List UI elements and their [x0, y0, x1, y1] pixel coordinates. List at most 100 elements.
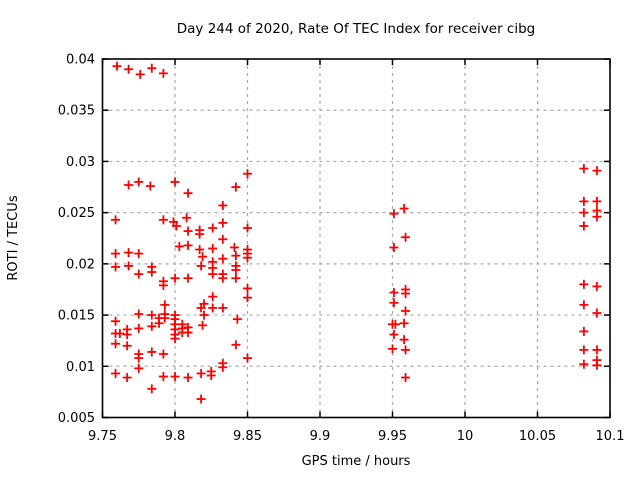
data-point	[208, 223, 218, 233]
data-point	[147, 63, 157, 73]
data-point	[579, 208, 589, 218]
data-point	[198, 252, 208, 262]
data-point	[160, 300, 170, 310]
data-point	[147, 267, 157, 277]
data-point	[399, 318, 409, 328]
data-point	[111, 215, 121, 225]
chart-title: Day 244 of 2020, Rate Of TEC Index for r…	[177, 21, 535, 37]
data-point	[112, 61, 122, 71]
data-point	[231, 182, 241, 192]
data-points	[111, 61, 602, 404]
data-point	[579, 345, 589, 355]
y-tick-label: 0.015	[58, 309, 95, 324]
data-point	[115, 329, 125, 339]
data-point	[196, 303, 206, 313]
data-point	[592, 360, 602, 370]
x-tick-label: 10.05	[519, 429, 556, 444]
data-point	[218, 362, 228, 372]
data-point	[147, 384, 157, 394]
data-point	[389, 242, 399, 252]
x-tick-label: 9.85	[233, 429, 262, 444]
data-point	[592, 308, 602, 318]
data-point	[134, 353, 144, 363]
data-point	[592, 166, 602, 176]
data-point	[170, 273, 180, 283]
data-point	[388, 344, 397, 354]
y-tick-label: 0.02	[66, 257, 95, 272]
data-point	[401, 289, 411, 299]
data-point	[124, 248, 134, 258]
data-point	[158, 349, 168, 359]
data-point	[579, 300, 589, 310]
data-point	[390, 319, 400, 329]
data-point	[218, 200, 228, 210]
data-point	[111, 339, 121, 349]
data-point	[243, 283, 252, 293]
y-tick-label: 0.035	[58, 104, 95, 119]
data-point	[592, 196, 602, 206]
x-tick-label: 9.8	[165, 429, 186, 444]
data-point	[124, 261, 134, 271]
data-point	[134, 323, 144, 333]
data-point	[174, 241, 184, 251]
data-point	[579, 221, 589, 231]
data-point	[208, 303, 218, 313]
data-point	[170, 177, 180, 187]
data-point	[579, 196, 589, 206]
data-point	[218, 218, 228, 228]
data-point	[134, 249, 144, 259]
data-point	[183, 240, 193, 250]
data-point	[389, 209, 399, 219]
data-point	[158, 280, 168, 290]
data-point	[199, 310, 209, 320]
data-point	[158, 68, 168, 78]
data-point	[231, 265, 241, 275]
data-point	[218, 303, 228, 313]
data-point	[182, 213, 192, 223]
data-point	[122, 330, 132, 340]
data-point	[170, 372, 180, 382]
data-point	[592, 345, 602, 355]
y-tick-labels: 0.005 0.01 0.015 0.02 0.025 0.03 0.035 0.04	[58, 53, 95, 427]
data-point	[145, 181, 155, 191]
data-point	[122, 373, 132, 383]
data-point	[124, 180, 134, 190]
data-point	[183, 273, 193, 283]
data-point	[147, 310, 157, 320]
data-point	[111, 368, 121, 378]
data-point	[208, 269, 218, 279]
x-tick-label: 9.95	[378, 429, 407, 444]
x-tick-labels: 9.75 9.8 9.85 9.9 9.95 10 10.05 10.1	[88, 429, 624, 444]
data-point	[134, 309, 144, 319]
data-point	[399, 335, 409, 345]
data-point	[231, 340, 241, 350]
data-point	[401, 232, 411, 242]
data-point	[579, 164, 589, 174]
plot-border	[101, 58, 611, 419]
data-point	[122, 341, 132, 351]
x-tick-label: 10	[457, 429, 474, 444]
data-point	[134, 177, 144, 187]
data-point	[243, 353, 252, 363]
data-point	[135, 69, 145, 79]
data-point	[170, 334, 180, 344]
data-point	[134, 363, 144, 373]
data-point	[208, 292, 218, 302]
data-point	[389, 330, 399, 340]
data-point	[218, 254, 228, 264]
data-point	[579, 359, 589, 369]
data-point	[243, 253, 252, 263]
plot-border-rect	[101, 58, 611, 419]
x-tick-label: 9.75	[88, 429, 117, 444]
data-point	[198, 320, 208, 330]
data-point	[196, 261, 206, 271]
data-point	[111, 316, 121, 326]
data-point	[111, 262, 121, 272]
y-tick-label: 0.025	[58, 206, 95, 221]
y-tick-label: 0.03	[66, 155, 95, 170]
data-point	[183, 327, 193, 337]
data-point	[147, 321, 157, 331]
data-point	[401, 373, 411, 383]
data-point	[401, 306, 411, 316]
